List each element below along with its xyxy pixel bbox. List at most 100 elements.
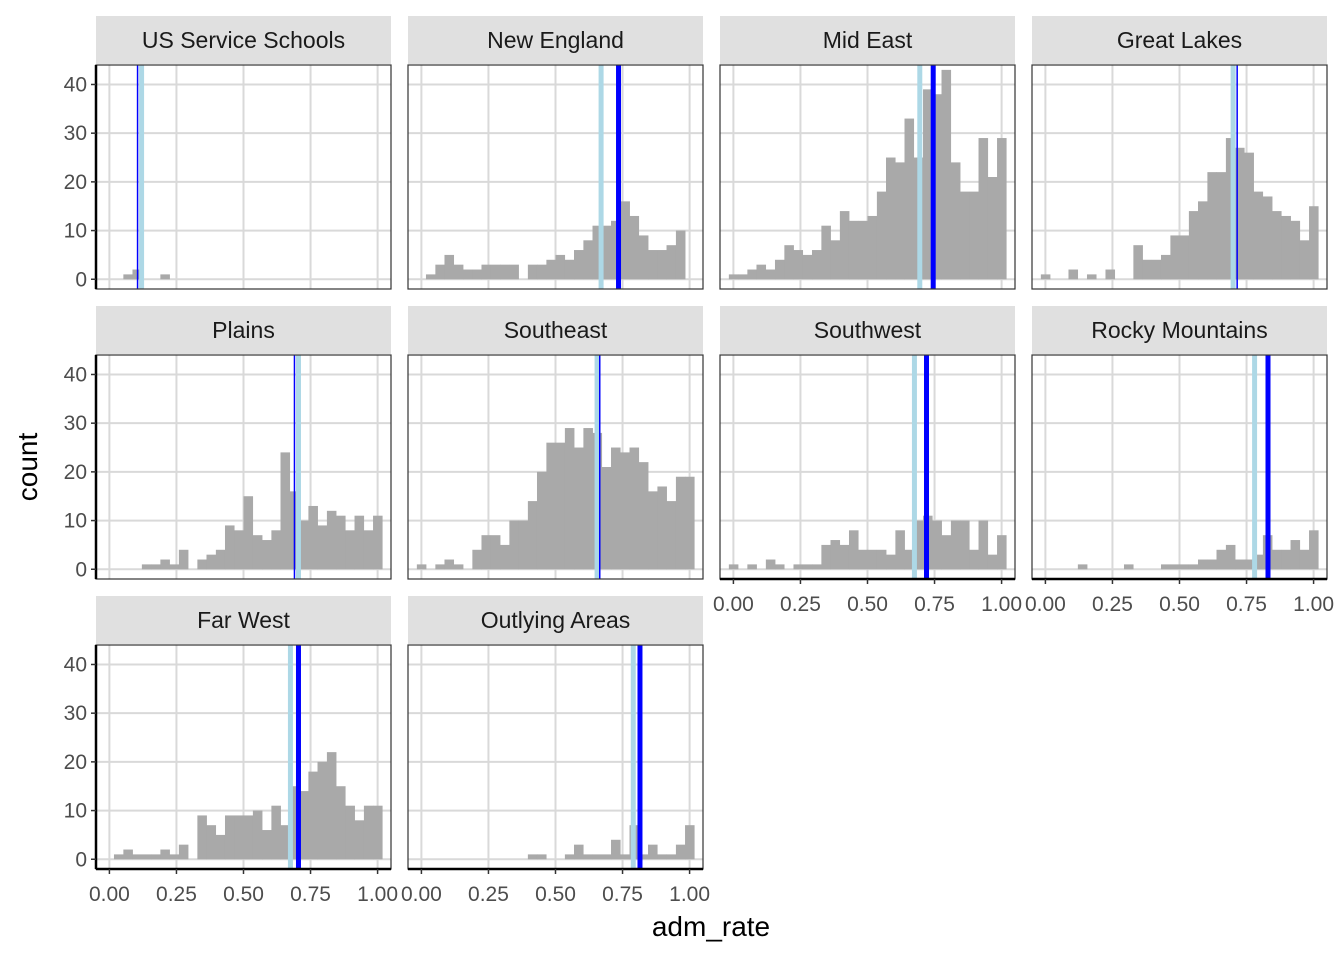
histogram-bar xyxy=(536,471,547,570)
histogram-bar xyxy=(416,564,427,570)
histogram-bar xyxy=(243,496,254,570)
histogram-bar xyxy=(527,501,538,570)
histogram-bar xyxy=(1151,259,1162,280)
y-tick-label: 0 xyxy=(75,268,87,291)
histogram-bar xyxy=(1299,240,1310,280)
histogram-bar xyxy=(299,520,309,570)
histogram-bar xyxy=(821,225,831,280)
histogram-bar xyxy=(1253,191,1264,280)
histogram-bar xyxy=(997,535,1007,570)
histogram-bar xyxy=(252,810,263,860)
histogram-bar xyxy=(830,540,841,570)
histogram-bar xyxy=(1272,549,1282,570)
histogram-bar xyxy=(271,805,281,860)
histogram-bar xyxy=(932,94,942,280)
histogram-bar xyxy=(685,825,695,860)
histogram-bar xyxy=(858,549,868,570)
histogram-bar xyxy=(453,264,464,280)
histogram-bar xyxy=(867,215,878,280)
histogram-bar xyxy=(280,452,291,570)
histogram-bar xyxy=(373,805,383,860)
histogram-bar xyxy=(262,540,272,570)
facet-panel-mid-east: Mid East xyxy=(719,16,1016,290)
facet-panel-southwest: Southwest 0.00 0.25 0.50 0.75 1.00 xyxy=(713,306,1022,616)
facet-strip xyxy=(96,596,391,644)
histogram-bar xyxy=(169,564,180,570)
histogram-bar xyxy=(876,191,887,280)
histogram-bar xyxy=(574,447,584,570)
histogram-bar xyxy=(904,118,915,280)
histogram-bar xyxy=(629,447,640,570)
histogram-bar xyxy=(141,564,152,570)
histogram-bar xyxy=(904,549,915,570)
histogram-bar xyxy=(774,564,785,570)
facet-strip-label: Plains xyxy=(212,317,275,343)
histogram-bar xyxy=(987,177,998,280)
histogram-bar xyxy=(1216,172,1227,280)
y-tick-label: 20 xyxy=(64,171,87,194)
x-tick-label: 0.75 xyxy=(290,883,331,906)
histogram-bar xyxy=(564,854,575,860)
x-tick-label: 1.00 xyxy=(357,883,398,906)
facet-panel-southeast: Southeast xyxy=(407,306,704,580)
histogram-bar xyxy=(728,564,739,570)
histogram-bar xyxy=(299,791,309,860)
histogram-bar xyxy=(620,452,630,570)
histogram-bar xyxy=(132,854,143,860)
y-tick-label: 0 xyxy=(75,848,87,871)
histogram-bar xyxy=(224,525,235,570)
histogram-bar xyxy=(435,264,445,280)
histogram-bar xyxy=(1299,549,1310,570)
y-tick-label: 0 xyxy=(75,558,87,581)
histogram-bar xyxy=(1133,245,1143,280)
histogram-bar xyxy=(345,805,355,860)
histogram-bar xyxy=(224,815,235,860)
histogram-bar xyxy=(648,844,658,860)
histogram-bar xyxy=(611,220,621,280)
histogram-bar xyxy=(1170,235,1180,280)
y-tick-label: 20 xyxy=(64,461,87,484)
histogram-bar xyxy=(1262,196,1273,280)
histogram-bar xyxy=(1290,540,1301,570)
facet-strip xyxy=(408,306,703,354)
histogram-bar xyxy=(774,259,785,280)
histogram-bar xyxy=(1207,172,1217,280)
histogram-bar xyxy=(601,467,612,570)
panel-border xyxy=(407,354,704,580)
histogram-bar xyxy=(997,138,1007,280)
histogram-bar xyxy=(444,254,455,280)
histogram-bar xyxy=(546,259,556,280)
facet-strip xyxy=(1032,306,1327,354)
histogram-bar xyxy=(345,530,355,570)
x-tick-label: 0.50 xyxy=(223,883,264,906)
histogram-bar xyxy=(592,854,603,860)
histogram-bar xyxy=(648,491,658,570)
histogram-bar xyxy=(509,264,519,280)
histogram-bar xyxy=(435,564,445,570)
histogram-bar xyxy=(490,535,501,570)
histogram-bar xyxy=(737,274,748,280)
x-tick-label: 0.75 xyxy=(602,883,643,906)
histogram-bar xyxy=(453,564,464,570)
histogram-bar xyxy=(536,264,547,280)
histogram-bar xyxy=(160,559,170,570)
histogram-bar xyxy=(373,515,383,570)
facet-panel-rocky-mountains: Rocky Mountains 0.00 0.25 0.50 0.75 1.00 xyxy=(1025,306,1334,616)
histogram-bar xyxy=(564,259,575,280)
histogram-bar xyxy=(308,771,318,860)
histogram-bar xyxy=(1188,564,1199,570)
x-tick-label: 0.75 xyxy=(1226,593,1267,616)
histogram-bar xyxy=(821,544,831,570)
histogram-bar xyxy=(481,264,492,280)
histogram-bar xyxy=(601,854,612,860)
histogram-bar xyxy=(462,269,473,280)
histogram-bar xyxy=(923,89,933,280)
histogram-bar xyxy=(802,254,813,280)
histogram-bar xyxy=(1244,559,1254,570)
histogram-bar xyxy=(811,250,822,280)
histogram-bar xyxy=(546,442,556,570)
histogram-bar xyxy=(765,269,776,280)
facet-strip-label: US Service Schools xyxy=(142,27,345,53)
histogram-bar xyxy=(1309,206,1319,280)
histogram-bar xyxy=(113,854,124,860)
